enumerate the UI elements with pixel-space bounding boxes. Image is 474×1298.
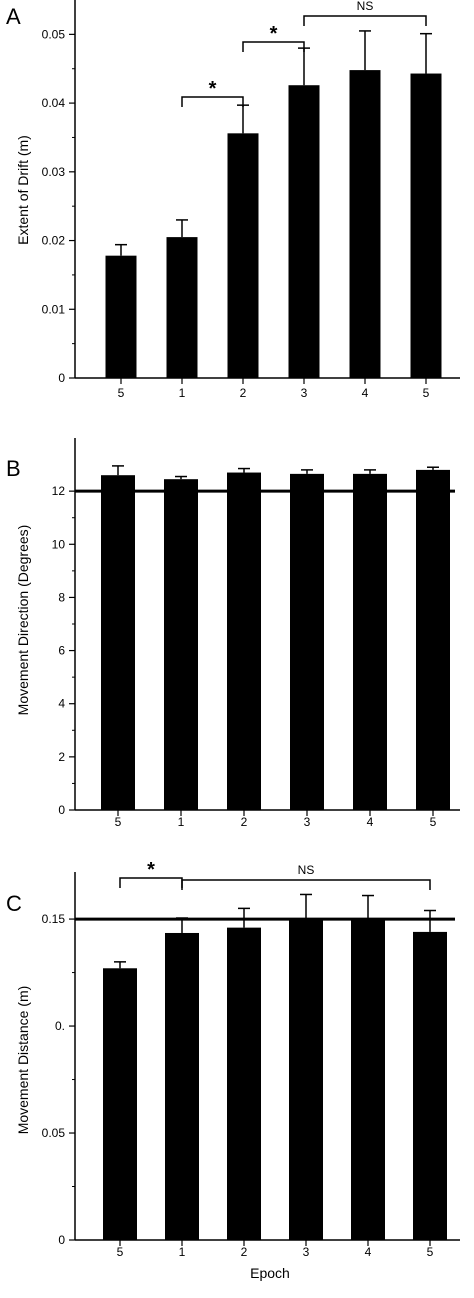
x-tick-label: 5 [118,386,125,400]
chart-panel-a: A Extent of Drift (m) 0 0.01 0.02 0.03 0.04 0.0… [6,0,460,400]
y-tick-label: 0.02 [42,234,66,248]
y-tick-label: 0.05 [42,27,66,41]
significance-bracket [303,15,427,26]
bar [290,473,324,810]
y-tick-label: 0 [58,803,65,817]
bar [164,479,198,810]
x-tick-label: 2 [241,815,248,829]
y-tick-label: 8 [58,590,65,604]
bar [351,919,385,1240]
chart-panel-c: C Movement Distance (m) 0 0.05 0. 0.15 5 1 2 3 4 5 *… [6,859,460,1281]
bar [166,237,198,378]
y-tick-label: 0.15 [42,912,66,926]
bar [101,475,135,810]
x-tick-label: 5 [430,815,437,829]
x-tick-label: 5 [115,815,122,829]
x-tick-label: 3 [303,1245,310,1259]
bar [165,932,199,1240]
bar [227,472,261,810]
x-tick-label: 1 [179,386,186,400]
x-tick-label: 2 [240,386,247,400]
significance-label: NS [357,0,374,13]
x-tick-label: 2 [241,1245,248,1259]
bar [413,931,447,1240]
y-axis-label: Movement Direction (Degrees) [15,525,31,716]
panel-letter: A [6,4,21,29]
x-tick-label: 5 [117,1245,124,1259]
panel-letter: C [6,891,22,916]
bar [353,473,387,810]
y-tick-label: 10 [52,537,66,551]
y-tick-label: 0.01 [42,302,66,316]
x-tick-label: 5 [423,386,430,400]
bar [288,85,320,379]
x-tick-label: 5 [427,1245,434,1259]
significance-label: NS [298,863,315,877]
y-tick-label: 6 [58,644,65,658]
bar [103,968,137,1240]
x-tick-label: 3 [301,386,308,400]
x-tick-label: 4 [367,815,374,829]
y-axis-label: Movement Distance (m) [15,986,31,1135]
y-tick-label: 0.04 [42,96,66,110]
x-axis-label: Epoch [250,1265,290,1281]
y-tick-label: 0.05 [42,1126,66,1140]
bar [416,469,450,810]
y-tick-label: 2 [58,750,65,764]
bar [227,133,259,378]
x-tick-label: 4 [365,1245,372,1259]
significance-label: * [147,859,155,881]
significance-label: * [209,78,217,100]
significance-bracket [181,96,244,107]
y-tick-label: 0 [58,1233,65,1247]
x-tick-label: 4 [362,386,369,400]
panel-letter: B [6,456,21,481]
y-tick-label: 0.03 [42,165,66,179]
y-tick-label: 0 [58,371,65,385]
x-tick-label: 1 [179,1245,186,1259]
bar [227,927,261,1240]
x-tick-label: 3 [304,815,311,829]
y-axis-label: Extent of Drift (m) [15,135,31,245]
y-tick-label: 0. [55,1019,65,1033]
significance-bracket [181,879,431,890]
bar [289,918,323,1240]
y-tick-label: 4 [58,697,65,711]
significance-label: * [270,23,278,45]
bar [105,255,137,378]
bar [349,70,381,379]
x-tick-label: 1 [178,815,185,829]
bar [410,73,442,379]
y-tick-label: 12 [52,484,66,498]
significance-bracket [242,41,305,52]
